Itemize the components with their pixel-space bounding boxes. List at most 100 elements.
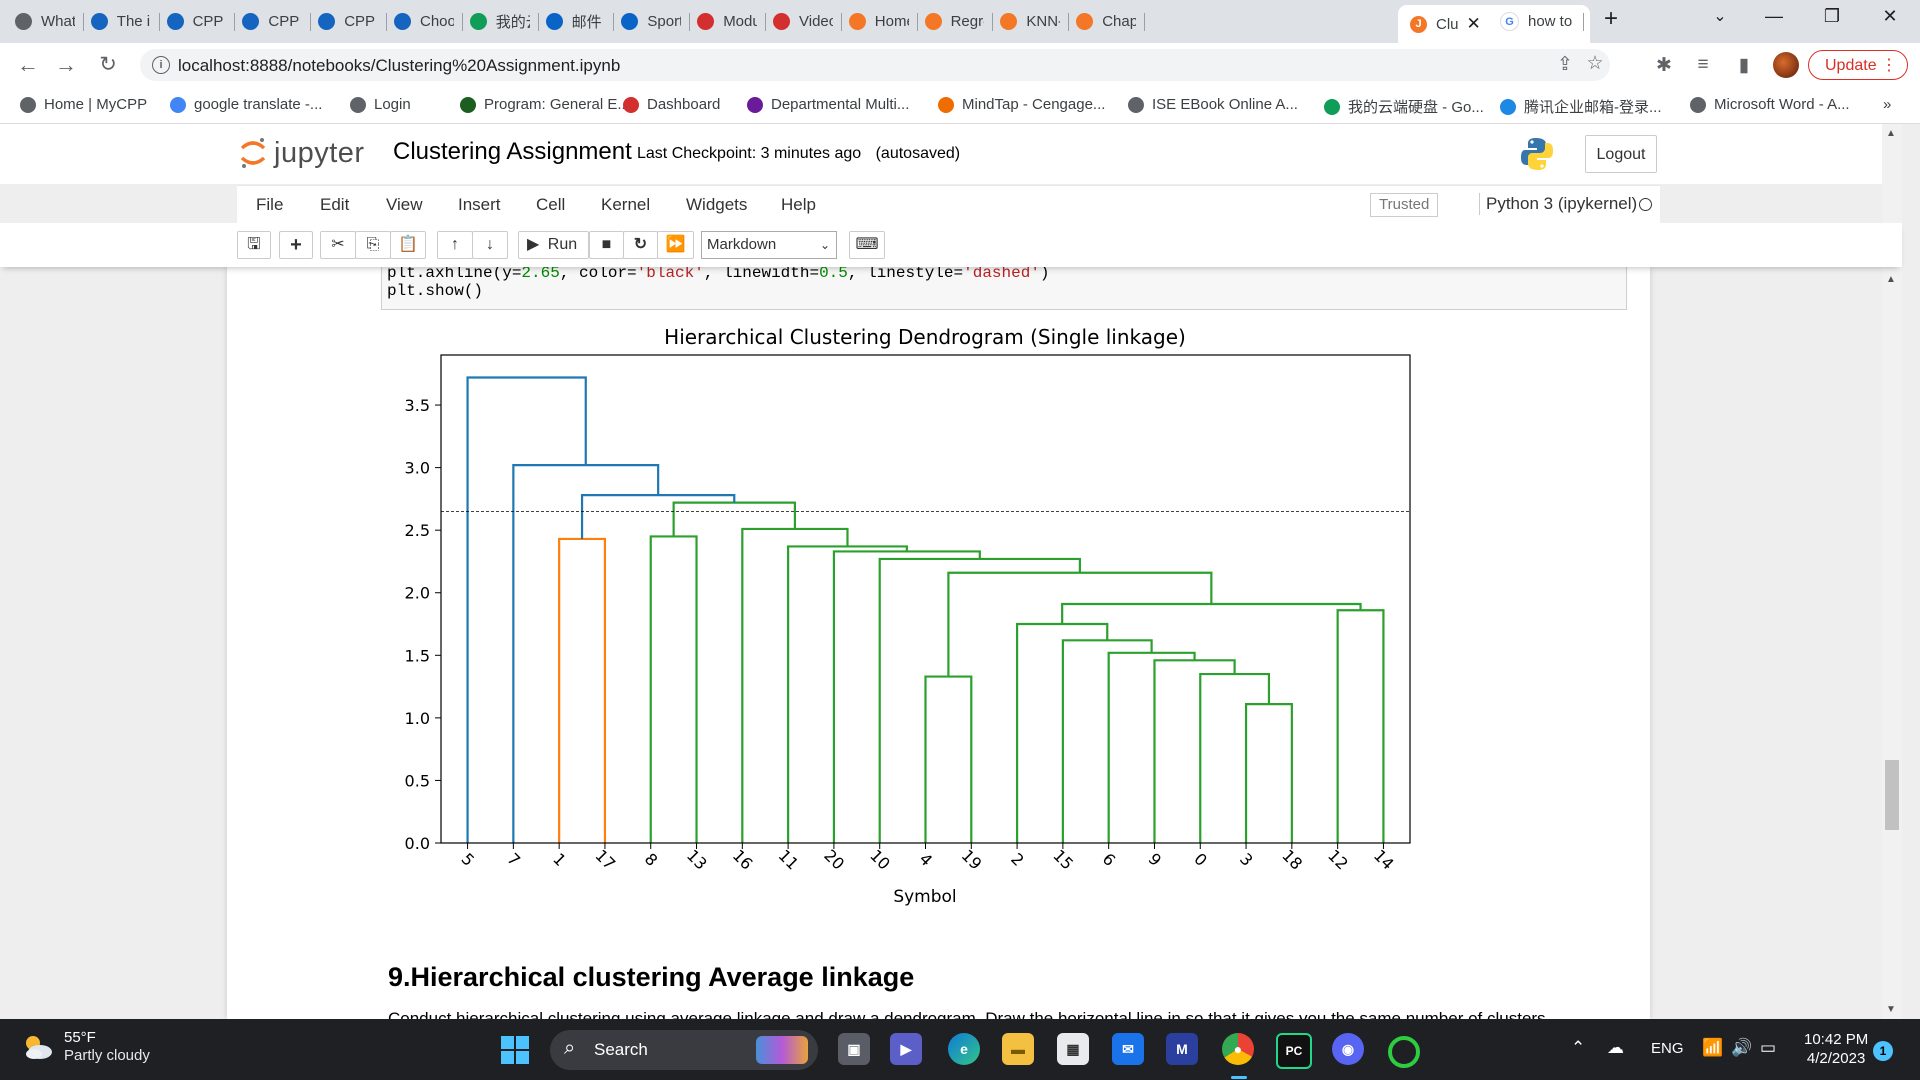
input-language[interactable]: ENG — [1651, 1040, 1684, 1057]
browser-tab[interactable]: Video: — [773, 7, 833, 36]
new-tab-button[interactable]: + — [1603, 5, 1618, 32]
command-palette-keyboard-icon[interactable]: ⌨ — [849, 231, 885, 259]
browser-tab[interactable]: Regre — [924, 7, 984, 36]
reading-list-icon[interactable]: ≡ — [1697, 54, 1709, 75]
update-button[interactable]: Update ⋮ — [1808, 50, 1908, 80]
notification-badge[interactable]: 1 — [1873, 1041, 1893, 1061]
windows-start-icon[interactable] — [500, 1035, 530, 1065]
edge-browser-icon[interactable]: e — [948, 1033, 980, 1065]
bookmark-item[interactable]: Login — [350, 96, 411, 113]
tab-google[interactable]: G how to — [1500, 7, 1580, 36]
code-cell[interactable]: plt.axhline(y=2.65, color='black', linew… — [381, 267, 1627, 310]
scroll-up-arrow-icon[interactable]: ▲ — [1886, 128, 1896, 139]
page-scrollbar[interactable]: ▲ ▲ ▼ — [1882, 124, 1902, 1019]
wifi-icon[interactable]: 📶 — [1702, 1038, 1724, 1057]
copy-icon[interactable]: ⎘ — [355, 231, 391, 259]
run-button[interactable]: ▶ Run — [518, 231, 589, 259]
site-info-icon[interactable]: i — [152, 56, 170, 74]
volume-icon[interactable]: 🔊 — [1731, 1038, 1753, 1057]
browser-tab[interactable]: Modu — [697, 7, 757, 36]
bookmark-item[interactable]: MindTap - Cengage... — [938, 96, 1105, 113]
file-explorer-icon[interactable]: ▬ — [1002, 1033, 1034, 1065]
bookmark-item[interactable]: 腾讯企业邮箱-登录... — [1500, 96, 1662, 117]
browser-tab[interactable]: 邮件 - — [545, 7, 605, 36]
restart-run-all-icon[interactable]: ⏩ — [657, 231, 694, 259]
address-bar[interactable]: i localhost:8888/notebooks/Clustering%20… — [140, 49, 1610, 81]
browser-tab[interactable]: Choos — [394, 7, 454, 36]
scroll-up-arrow-icon[interactable]: ▲ — [1886, 274, 1896, 285]
active-tab[interactable]: J Clu ✕ — [1398, 5, 1590, 43]
cell-type-select[interactable]: Markdown ⌄ — [701, 231, 837, 259]
teams-chat-icon[interactable]: ▶ — [890, 1033, 922, 1065]
move-down-icon[interactable]: ↓ — [472, 231, 508, 259]
menu-cell[interactable]: Cell — [536, 195, 566, 214]
close-tab-icon[interactable]: ✕ — [1466, 14, 1481, 33]
bookmark-item[interactable]: Home | MyCPP — [20, 96, 147, 113]
jupyter-logo[interactable]: jupyter — [240, 136, 365, 170]
browser-tab[interactable]: CPP Sl — [242, 7, 302, 36]
bookmark-item[interactable]: Microsoft Word - A... — [1690, 96, 1850, 113]
bookmark-star-icon[interactable]: ☆ — [1586, 53, 1604, 74]
task-view-icon[interactable]: ▣ — [838, 1033, 870, 1065]
browser-tab[interactable]: What's — [15, 7, 75, 36]
menu-view[interactable]: View — [386, 195, 423, 214]
scroll-down-arrow-icon[interactable]: ▼ — [1886, 1004, 1896, 1015]
menu-help[interactable]: Help — [781, 195, 816, 214]
tray-chevron-up-icon[interactable]: ⌃ — [1571, 1038, 1586, 1057]
bookmark-item[interactable]: Departmental Multi... — [747, 96, 909, 113]
insert-cell-icon[interactable]: + — [279, 231, 313, 259]
kernel-name[interactable]: Python 3 (ipykernel) — [1486, 194, 1638, 213]
reload-icon[interactable]: ↻ — [99, 53, 117, 76]
browser-tab[interactable]: Chapt — [1076, 7, 1136, 36]
chrome-icon[interactable]: ● — [1222, 1033, 1254, 1065]
clock[interactable]: 10:42 PM 4/2/2023 — [1804, 1030, 1868, 1068]
cut-icon[interactable]: ✂ — [320, 231, 356, 259]
extensions-puzzle-icon[interactable]: ✱ — [1656, 55, 1672, 76]
forward-arrow-icon[interactable]: → — [55, 52, 77, 77]
browser-tab[interactable]: CPP Sl — [166, 7, 226, 36]
bookmark-item[interactable]: google translate -... — [170, 96, 322, 113]
trusted-indicator[interactable]: Trusted — [1370, 193, 1439, 217]
microsoft-store-icon[interactable]: ▦ — [1057, 1033, 1089, 1065]
close-window-icon[interactable]: ✕ — [1882, 6, 1898, 26]
battery-icon[interactable]: ▭ — [1760, 1038, 1777, 1057]
loading-app-icon[interactable] — [1388, 1036, 1420, 1068]
more-bookmarks-icon[interactable]: » — [1883, 96, 1892, 113]
restore-window-icon[interactable]: ❐ — [1823, 6, 1841, 26]
tab-search-chevron-icon[interactable]: ⌄ — [1713, 8, 1727, 25]
menu-file[interactable]: File — [256, 195, 284, 214]
share-icon[interactable]: ⇪ — [1557, 54, 1573, 75]
browser-tab[interactable]: KNN-a — [1000, 7, 1060, 36]
side-panel-icon[interactable]: ▮ — [1738, 55, 1750, 76]
mail-icon[interactable]: ✉ — [1112, 1033, 1144, 1065]
browser-tab[interactable]: The im — [90, 7, 151, 36]
browser-tab[interactable]: Home — [848, 7, 909, 36]
restart-kernel-icon[interactable]: ↻ — [623, 231, 658, 259]
pycharm-icon[interactable]: PC — [1276, 1033, 1312, 1069]
weather-widget[interactable]: 55°F Partly cloudy — [20, 1029, 150, 1065]
menu-insert[interactable]: Insert — [458, 195, 501, 214]
back-arrow-icon[interactable]: ← — [17, 52, 39, 77]
scroll-thumb[interactable] — [1885, 760, 1899, 830]
save-icon[interactable]: 🖫 — [237, 231, 271, 259]
menu-edit[interactable]: Edit — [320, 195, 350, 214]
profile-avatar[interactable] — [1773, 52, 1799, 78]
logout-button[interactable]: Logout — [1585, 135, 1657, 173]
minimize-window-icon[interactable]: — — [1765, 6, 1783, 26]
ai-app-icon[interactable]: M — [1166, 1033, 1198, 1065]
paste-icon[interactable]: 📋 — [390, 231, 426, 259]
discord-icon[interactable]: ◉ — [1332, 1033, 1364, 1065]
browser-tab[interactable]: 我的云 — [469, 7, 530, 36]
bookmark-item[interactable]: ISE EBook Online A... — [1128, 96, 1298, 113]
bookmark-item[interactable]: Dashboard — [623, 96, 720, 113]
notebook-title[interactable]: Clustering Assignment — [393, 138, 632, 165]
bookmark-item[interactable]: Program: General E... — [460, 96, 630, 113]
move-up-icon[interactable]: ↑ — [437, 231, 473, 259]
menu-widgets[interactable]: Widgets — [686, 195, 748, 214]
taskbar-search[interactable]: ⌕ Search — [550, 1030, 818, 1070]
interrupt-stop-icon[interactable]: ■ — [589, 231, 624, 259]
onedrive-cloud-icon[interactable]: ☁ — [1607, 1038, 1624, 1057]
browser-tab[interactable]: Sports — [621, 7, 681, 36]
bookmark-item[interactable]: 我的云端硬盘 - Go... — [1324, 96, 1484, 117]
browser-tab[interactable]: CPP Sl — [318, 7, 378, 36]
